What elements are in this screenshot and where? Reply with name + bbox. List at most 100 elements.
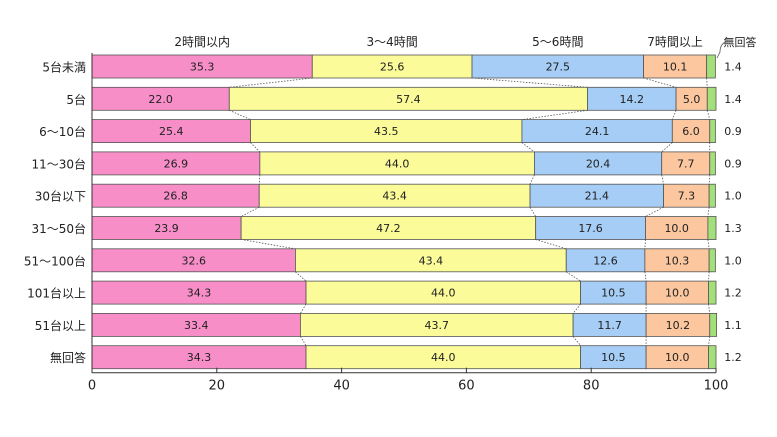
connector-line bbox=[229, 109, 251, 120]
data-label: 17.6 bbox=[578, 222, 603, 235]
data-label: 0.9 bbox=[724, 157, 742, 170]
connector-line bbox=[644, 271, 647, 282]
connector-line bbox=[521, 109, 588, 120]
category-label: 31〜50台 bbox=[31, 221, 86, 236]
connector-line bbox=[644, 239, 646, 249]
bar-segment bbox=[709, 119, 716, 143]
data-label: 1.4 bbox=[724, 61, 742, 74]
data-label: 57.4 bbox=[396, 93, 421, 106]
data-label: 25.6 bbox=[380, 61, 405, 74]
connector-line bbox=[708, 304, 711, 314]
connector-line bbox=[229, 77, 313, 88]
data-label: 1.2 bbox=[724, 287, 742, 300]
data-label: 44.0 bbox=[385, 157, 410, 170]
connector-line bbox=[521, 142, 535, 153]
connector-line bbox=[300, 336, 307, 346]
data-label: 6.0 bbox=[682, 125, 700, 138]
legend-label: 5〜6時間 bbox=[532, 35, 583, 49]
connector-line bbox=[471, 77, 588, 88]
data-label: 20.4 bbox=[586, 157, 611, 170]
data-label: 10.0 bbox=[664, 222, 689, 235]
category-label: 6〜10台 bbox=[39, 124, 86, 139]
connector-line bbox=[258, 174, 261, 185]
connector-line bbox=[572, 303, 581, 314]
data-label: 10.3 bbox=[665, 254, 690, 267]
legend-label: 無回答 bbox=[724, 35, 757, 49]
data-label: 1.0 bbox=[724, 190, 742, 203]
data-label: 12.6 bbox=[593, 254, 618, 267]
connector-line bbox=[708, 336, 711, 346]
legend-label: 3〜4時間 bbox=[367, 35, 418, 49]
connector-line bbox=[645, 206, 664, 217]
category-label: 5台 bbox=[66, 92, 86, 107]
category-label: 5台未満 bbox=[42, 60, 86, 75]
data-label: 47.2 bbox=[376, 222, 401, 235]
connector-line bbox=[572, 336, 581, 346]
connector-line bbox=[240, 206, 260, 217]
data-label: 0.9 bbox=[724, 125, 742, 138]
data-label: 11.7 bbox=[597, 319, 622, 332]
legend-label: 7時間以上 bbox=[647, 35, 703, 49]
data-label: 43.5 bbox=[374, 125, 399, 138]
bar-segment bbox=[708, 183, 716, 208]
bar-segment bbox=[709, 312, 718, 337]
data-label: 34.3 bbox=[187, 287, 212, 300]
data-label: 10.5 bbox=[601, 287, 626, 300]
data-label: 10.1 bbox=[663, 61, 688, 74]
bar-segment bbox=[708, 345, 717, 370]
data-label: 43.7 bbox=[425, 319, 450, 332]
connector-line bbox=[295, 271, 307, 282]
data-label: 10.0 bbox=[665, 287, 690, 300]
data-label: 32.6 bbox=[181, 254, 206, 267]
data-label: 1.4 bbox=[724, 93, 742, 106]
data-label: 44.0 bbox=[431, 287, 456, 300]
data-label: 34.3 bbox=[187, 351, 212, 364]
data-label: 27.5 bbox=[546, 61, 571, 74]
data-label: 26.9 bbox=[164, 157, 189, 170]
bar-segment bbox=[707, 216, 717, 240]
data-label: 24.1 bbox=[585, 125, 610, 138]
data-label: 7.3 bbox=[678, 190, 696, 203]
data-label: 5.0 bbox=[683, 93, 701, 106]
connector-line bbox=[661, 142, 673, 153]
data-label: 33.4 bbox=[184, 319, 209, 332]
legend-leader-line bbox=[716, 41, 727, 59]
x-tick-label: 60 bbox=[458, 379, 475, 394]
data-label: 1.3 bbox=[724, 222, 742, 235]
x-tick-label: 80 bbox=[583, 379, 600, 394]
data-label: 10.0 bbox=[665, 351, 690, 364]
connector-line bbox=[566, 271, 581, 282]
connector-line bbox=[706, 110, 711, 120]
data-label: 25.4 bbox=[159, 125, 184, 138]
data-label: 43.4 bbox=[382, 190, 407, 203]
connector-line bbox=[708, 271, 710, 282]
data-label: 43.4 bbox=[419, 254, 444, 267]
connector-line bbox=[706, 77, 708, 88]
data-label: 14.2 bbox=[620, 93, 645, 106]
connector-line bbox=[671, 110, 677, 120]
data-label: 1.1 bbox=[724, 319, 742, 332]
legend-label: 2時間以内 bbox=[174, 35, 230, 49]
connector-line bbox=[300, 303, 307, 314]
bar-segment bbox=[708, 248, 716, 273]
connector-line bbox=[707, 207, 710, 217]
data-label: 35.3 bbox=[190, 61, 215, 74]
category-label: 101台以上 bbox=[27, 286, 86, 301]
bar-segment bbox=[706, 86, 717, 111]
data-label: 7.7 bbox=[677, 157, 695, 170]
connector-line bbox=[529, 174, 535, 185]
bar-segment bbox=[708, 280, 717, 305]
data-label: 21.4 bbox=[585, 190, 610, 203]
data-label: 26.8 bbox=[163, 190, 188, 203]
connector-line bbox=[708, 174, 711, 185]
connector-line bbox=[707, 239, 710, 249]
data-label: 10.5 bbox=[601, 351, 626, 364]
category-label: 30台以下 bbox=[35, 189, 86, 204]
category-label: 11〜30台 bbox=[31, 156, 86, 171]
data-label: 10.2 bbox=[666, 319, 691, 332]
x-tick-label: 20 bbox=[209, 379, 226, 394]
connector-line bbox=[643, 77, 677, 88]
data-label: 22.0 bbox=[148, 93, 173, 106]
data-label: 23.9 bbox=[154, 222, 179, 235]
